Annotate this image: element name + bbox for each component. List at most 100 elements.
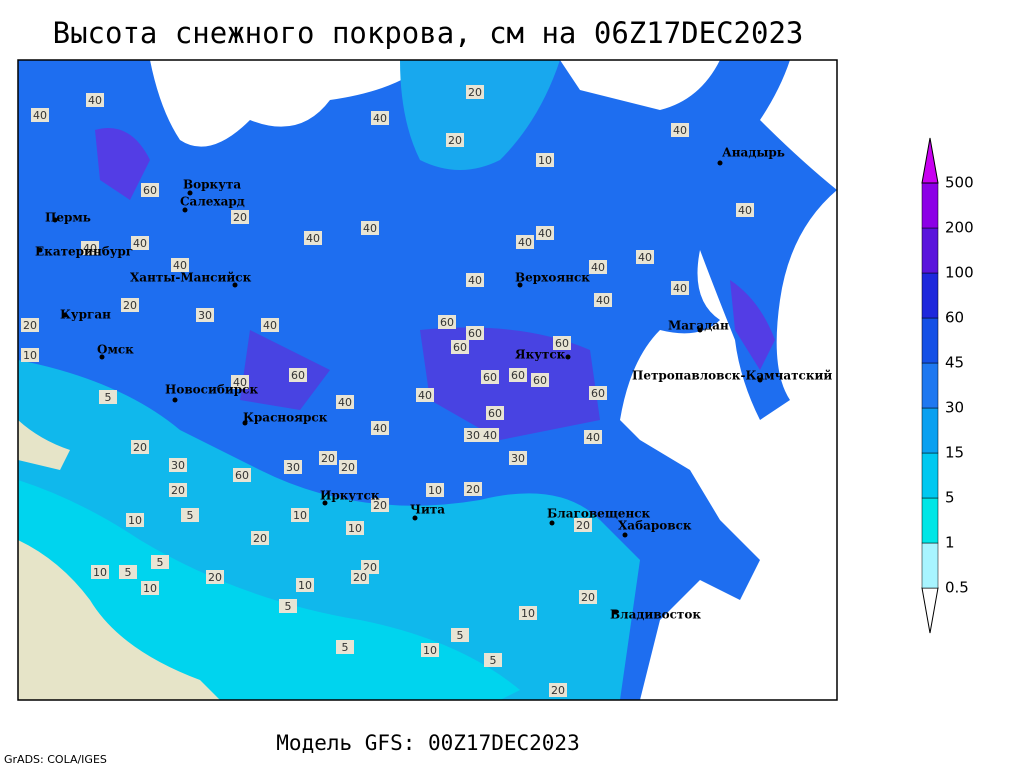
colorbar-segment [921, 272, 939, 319]
city-label: Екатеринбург [35, 245, 133, 259]
city-label: Курган [60, 308, 111, 322]
contour-label: 60 [235, 469, 249, 482]
contour-label-box [584, 430, 602, 444]
contour-label-box [451, 340, 469, 354]
city-dot [517, 282, 523, 288]
city-dot [622, 532, 628, 538]
contour-label-box [284, 460, 302, 474]
footer: Модель GFS: 00Z17DEC2023 [276, 731, 579, 755]
contour-label: 10 [293, 509, 307, 522]
contour-label: 10 [93, 566, 107, 579]
contour-label: 5 [187, 509, 194, 522]
contour-label-box [261, 318, 279, 332]
contour-label-box [574, 518, 592, 532]
contour-label: 30 [511, 452, 525, 465]
contour-label-box [231, 210, 249, 224]
snow-shallow [400, 60, 560, 170]
contour-label-box [371, 421, 389, 435]
contour-label-box [351, 570, 369, 584]
contour-label-box [484, 653, 502, 667]
city-dot [242, 420, 248, 426]
contour-label: 30 [286, 461, 300, 474]
city-label: Благовещенск [547, 507, 651, 521]
city-dot [99, 354, 105, 360]
city-dot [187, 190, 193, 196]
contour-label-box [519, 606, 537, 620]
contour-label: 20 [353, 571, 367, 584]
contour-label: 5 [490, 654, 497, 667]
city-dot [182, 207, 188, 213]
contour-label: 10 [23, 349, 37, 362]
contour-label-box [196, 308, 214, 322]
contour-label-box [486, 406, 504, 420]
contour-label: 40 [586, 431, 600, 444]
contour-label: 30 [198, 309, 212, 322]
city-dot [717, 160, 723, 166]
city-dot [172, 397, 178, 403]
city-label: Чита [410, 503, 445, 517]
contour-label: 20 [551, 684, 565, 697]
contour-label: 60 [440, 316, 454, 329]
contour-label-box [181, 508, 199, 522]
contour-label-box [464, 482, 482, 496]
colorbar-label: 45 [945, 354, 964, 372]
contour-label: 10 [423, 644, 437, 657]
city-dot [232, 282, 238, 288]
city-label: Новосибирск [165, 383, 258, 397]
contour-label-box [91, 565, 109, 579]
city-label: Ханты-Мансийск [130, 271, 252, 285]
contour-label: 10 [298, 579, 312, 592]
city-label: Анадырь [722, 146, 785, 160]
contour-label-box [509, 368, 527, 382]
contour-label-box [416, 388, 434, 402]
contour-label: 30 [171, 459, 185, 472]
contour-label: 40 [596, 294, 610, 307]
contour-label: 60 [533, 374, 547, 387]
colorbar-segment [921, 452, 939, 499]
contour-label: 20 [253, 532, 267, 545]
contour-label: 40 [468, 274, 482, 287]
contour-label-box [233, 468, 251, 482]
contour-label-box [126, 513, 144, 527]
colorbar-label: 200 [945, 219, 974, 237]
snow-thin [18, 480, 520, 700]
contour-label: 40 [306, 232, 320, 245]
contour-label: 40 [418, 389, 432, 402]
contour-label: 20 [576, 519, 590, 532]
contour-label: 5 [105, 391, 112, 404]
contour-label-box [169, 483, 187, 497]
contour-label: 10 [428, 484, 442, 497]
contour-label: 20 [171, 484, 185, 497]
contour-label-box [451, 628, 469, 642]
contour-label-box [304, 231, 322, 245]
city-dot [62, 312, 68, 318]
contour-label: 5 [125, 566, 132, 579]
contour-label: 40 [363, 222, 377, 235]
contour-label: 10 [348, 522, 362, 535]
contour-label: 20 [581, 591, 595, 604]
city-dot [322, 500, 328, 506]
colorbar-segment [921, 497, 939, 544]
city-dot [52, 217, 58, 223]
contour-label: 20 [208, 571, 222, 584]
colorbar-label: 1 [945, 534, 955, 552]
contour-label: 20 [123, 299, 137, 312]
contour-label-box [296, 578, 314, 592]
contour-label-box [346, 521, 364, 535]
contour-label-box [121, 298, 139, 312]
sea [150, 60, 430, 147]
contour-label: 60 [555, 337, 569, 350]
contour-label: 30 [466, 429, 480, 442]
contour-label: 60 [143, 184, 157, 197]
city-label: Якутск [515, 348, 566, 362]
contour-label: 5 [457, 629, 464, 642]
contour-label-box [589, 386, 607, 400]
contour-label-box [671, 281, 689, 295]
contour-label-box [119, 565, 137, 579]
contour-label-box [141, 581, 159, 595]
contour-label-box [464, 428, 482, 442]
contour-label-box [251, 531, 269, 545]
contour-label: 40 [33, 109, 47, 122]
sea [620, 190, 837, 700]
